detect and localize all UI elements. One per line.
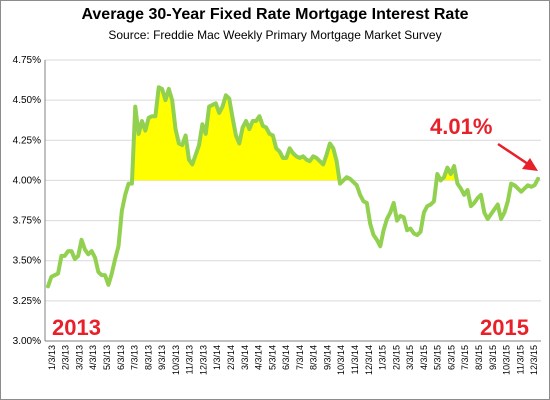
x-tick-label: 6/3/13 — [116, 345, 126, 370]
x-tick-label: 10/3/13 — [171, 345, 181, 375]
chart-subtitle: Source: Freddie Mac Weekly Primary Mortg… — [108, 28, 442, 42]
x-tick-label: 6/3/15 — [446, 345, 456, 370]
x-tick-label: 5/3/15 — [433, 345, 443, 370]
x-tick-label: 3/3/15 — [405, 345, 415, 370]
x-tick-label: 12/3/13 — [198, 345, 208, 375]
x-tick-label: 4/3/15 — [419, 345, 429, 370]
gridlines — [45, 59, 541, 342]
x-tick-label: 1/3/13 — [47, 345, 57, 370]
x-tick-label: 12/3/14 — [364, 345, 374, 375]
x-tick-label: 7/3/13 — [130, 345, 140, 370]
x-tick-label: 2/3/13 — [61, 345, 71, 370]
x-tick-label: 6/3/14 — [281, 345, 291, 370]
x-tick-label: 5/3/14 — [267, 345, 277, 370]
x-tick-label: 11/3/13 — [185, 345, 195, 374]
y-tick-labels: 3.00% 3.25% 3.50% 3.75% 4.00% 4.25% 4.50% 4.75% — [13, 55, 41, 347]
above-baseline-fill — [132, 87, 538, 181]
y-tick-label: 4.75% — [13, 55, 41, 66]
end-year-label: 2015 — [480, 315, 529, 340]
axes — [44, 60, 541, 342]
x-tick-label: 5/3/13 — [102, 345, 112, 370]
x-tick-label: 8/3/14 — [309, 345, 319, 370]
x-tick-label: 1/3/15 — [378, 345, 388, 370]
x-tick-label: 2/3/15 — [391, 345, 401, 370]
x-tick-label: 10/3/14 — [336, 345, 346, 375]
chart-title: Average 30-Year Fixed Rate Mortgage Inte… — [81, 6, 469, 23]
annotation-arrow — [497, 142, 538, 171]
y-tick-label: 3.00% — [13, 336, 41, 347]
y-tick-label: 4.50% — [13, 95, 41, 106]
x-tick-label: 11/3/15 — [515, 345, 525, 374]
x-tick-label: 4/3/13 — [88, 345, 98, 370]
x-tick-label: 3/3/14 — [240, 345, 250, 370]
x-tick-label: 4/3/14 — [254, 345, 264, 370]
x-tick-label: 11/3/14 — [350, 345, 360, 374]
y-tick-label: 3.75% — [13, 216, 41, 227]
y-tick-label: 4.00% — [13, 175, 41, 186]
x-tick-labels: 1/3/13 2/3/13 3/3/13 4/3/13 5/3/13 6/3/13 7/3/… — [47, 345, 539, 375]
x-tick-label: 2/3/14 — [226, 345, 236, 370]
y-tick-label: 3.50% — [13, 256, 41, 267]
x-tick-label: 10/3/15 — [502, 345, 512, 375]
x-tick-label: 9/3/13 — [157, 345, 167, 370]
x-tick-label: 7/3/14 — [295, 345, 305, 370]
x-tick-label: 8/3/13 — [143, 345, 153, 370]
y-tick-label: 3.25% — [13, 296, 41, 307]
x-tick-label: 9/3/14 — [322, 345, 332, 370]
y-tick-label: 4.25% — [13, 135, 41, 146]
current-rate-annotation: 4.01% — [430, 114, 492, 139]
x-tick-label: 12/3/15 — [529, 345, 539, 375]
x-tick-label: 8/3/15 — [474, 345, 484, 370]
x-tick-label: 9/3/15 — [488, 345, 498, 370]
start-year-label: 2013 — [52, 315, 101, 340]
x-tick-label: 3/3/13 — [74, 345, 84, 370]
series-line — [46, 85, 540, 289]
x-tick-label: 1/3/14 — [212, 345, 222, 370]
x-tick-label: 7/3/15 — [460, 345, 470, 370]
